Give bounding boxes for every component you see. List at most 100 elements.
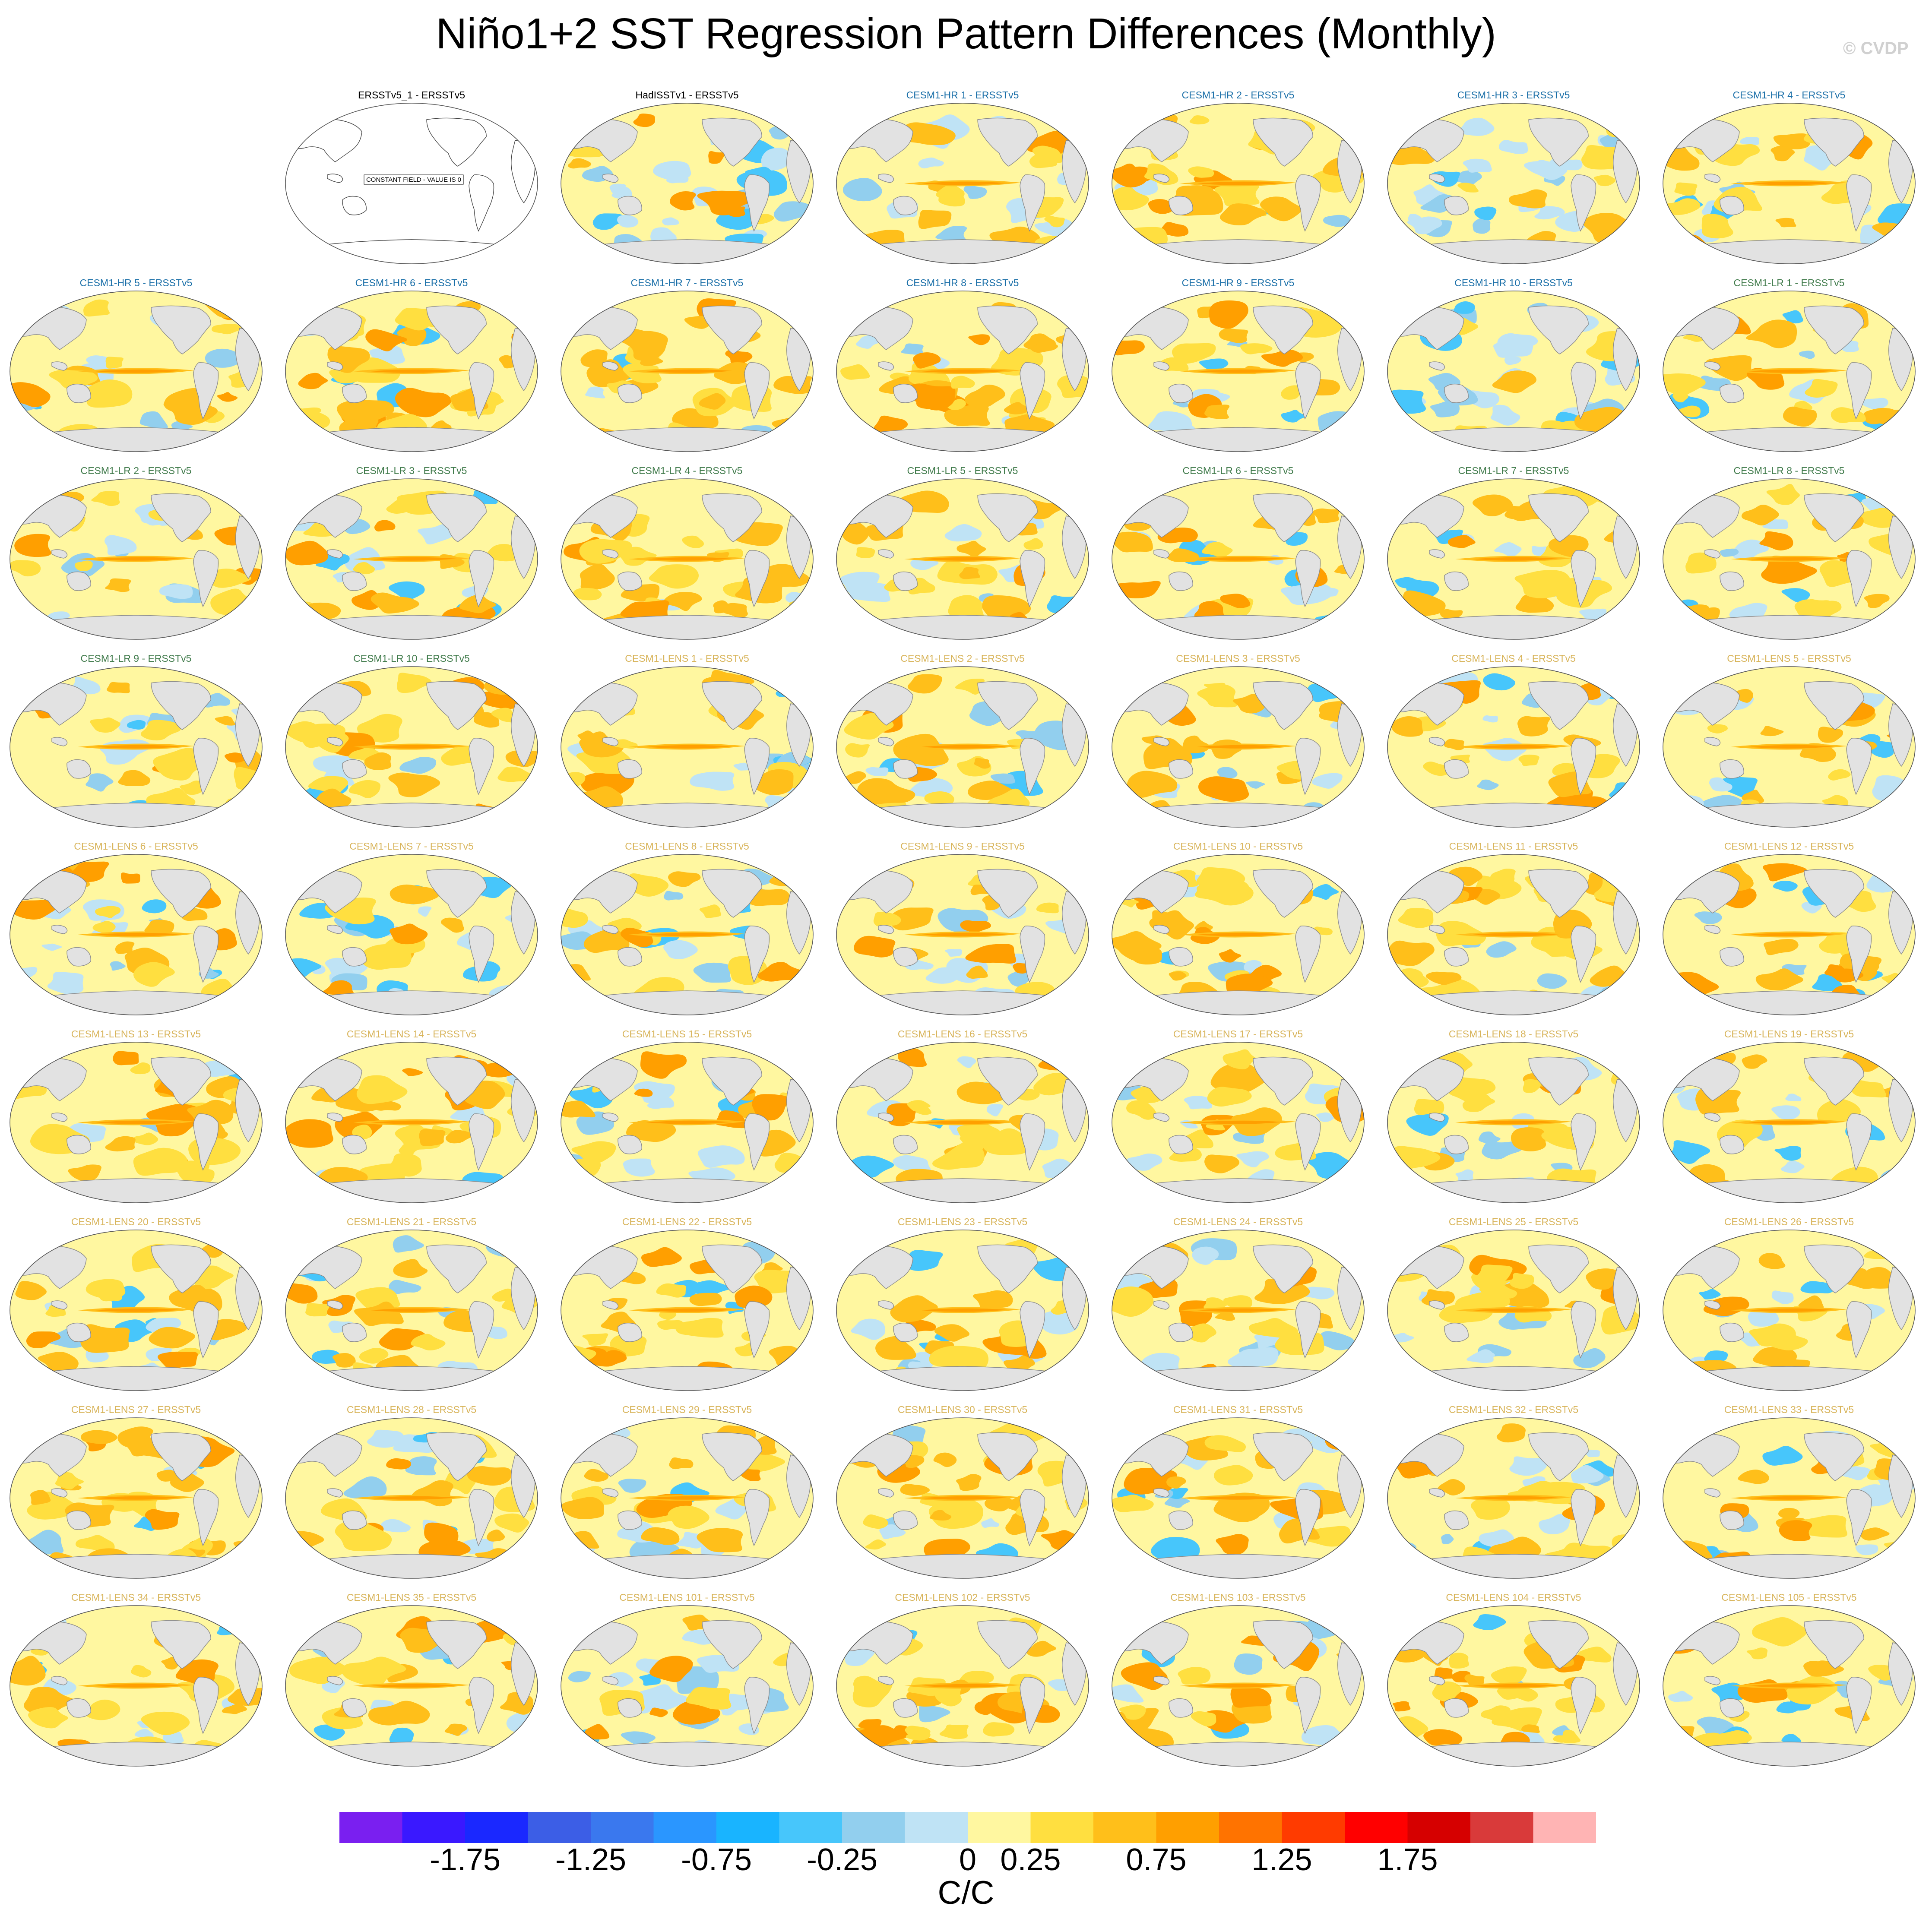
panel-title: CESM1-LENS 8 - ERSSTv5 [625, 841, 749, 852]
world-map [1387, 1605, 1640, 1767]
map-border [836, 478, 1089, 640]
greenland-landmass [1596, 865, 1611, 877]
positive-anomaly-region [1220, 594, 1251, 608]
positive-anomaly-region [1044, 216, 1065, 228]
positive-anomaly-region [853, 1675, 881, 1694]
australia-landmass [1720, 571, 1744, 591]
positive-anomaly-region [714, 362, 749, 384]
maritime-continent-landmass [327, 549, 343, 559]
australia-landmass [67, 1322, 91, 1342]
map-panel: CESM1-LENS 16 - ERSSTv5 [831, 1027, 1094, 1209]
australia-landmass [618, 1510, 642, 1530]
negative-anomaly-region [1534, 206, 1565, 220]
positive-anomaly-region [735, 1285, 773, 1308]
equatorial-warm-core [1748, 1684, 1834, 1688]
positive-anomaly-region [92, 921, 116, 933]
positive-anomaly-region [374, 520, 396, 532]
equatorial-warm-core [95, 369, 181, 373]
positive-anomaly-region [1561, 1730, 1581, 1744]
positive-anomaly-region [669, 191, 696, 211]
positive-anomaly-region [936, 184, 965, 201]
australia-landmass [342, 1510, 367, 1530]
positive-anomaly-region [1741, 504, 1779, 526]
equatorial-warm-core [922, 369, 1008, 373]
positive-anomaly-region [1755, 968, 1804, 991]
greenland-landmass [770, 1053, 785, 1065]
south-america-landmass [1571, 1113, 1596, 1171]
north-america-landmass [977, 1244, 1038, 1293]
panel-title: CESM1-LENS 13 - ERSSTv5 [71, 1028, 201, 1040]
positive-anomaly-region [28, 1707, 68, 1729]
positive-anomaly-region [1233, 694, 1266, 714]
equatorial-warm-core [1197, 1120, 1283, 1124]
south-america-landmass [1846, 362, 1872, 420]
world-map [1387, 103, 1640, 264]
map-border [10, 1230, 263, 1391]
positive-anomaly-region [1169, 971, 1187, 981]
colorbar-tick-label: 1.75 [1377, 1843, 1438, 1877]
panel-title: CESM1-LENS 18 - ERSSTv5 [1448, 1028, 1579, 1040]
australia-landmass [1444, 196, 1469, 215]
maritime-continent-landmass [1429, 174, 1445, 183]
greenland-landmass [1045, 677, 1060, 689]
equatorial-warm-core [1473, 745, 1559, 749]
north-america-landmass [702, 681, 762, 730]
map-panel: CESM1-HR 10 - ERSSTv5 [1382, 276, 1645, 458]
panel-title: CESM1-LR 1 - ERSSTv5 [1733, 277, 1845, 288]
positive-anomaly-region [1312, 508, 1340, 524]
map-border [10, 1042, 263, 1203]
positive-anomaly-region [1219, 949, 1242, 963]
negative-anomaly-region [981, 1518, 1000, 1528]
world-map [1387, 666, 1640, 828]
maritime-continent-landmass [1429, 549, 1445, 559]
negative-anomaly-region [1323, 215, 1351, 227]
negative-anomaly-region [41, 943, 62, 951]
maritime-continent-landmass [1153, 549, 1170, 559]
negative-anomaly-region [1458, 117, 1495, 136]
world-map [836, 854, 1089, 1015]
positive-anomaly-region [305, 1303, 330, 1317]
maritime-continent-landmass [1704, 361, 1721, 371]
map-border [10, 291, 263, 452]
positive-anomaly-region [984, 1496, 1014, 1511]
positive-anomaly-region [386, 1458, 412, 1470]
positive-anomaly-region [983, 1128, 1027, 1155]
map-border [561, 854, 814, 1015]
maritime-continent-landmass [1429, 1488, 1445, 1498]
greenland-landmass [1045, 1616, 1060, 1628]
positive-anomaly-region [1159, 222, 1189, 237]
map-border [1663, 1230, 1916, 1391]
positive-anomaly-region [1423, 1729, 1463, 1746]
positive-anomaly-region [1706, 355, 1752, 381]
positive-anomaly-region [1746, 1647, 1768, 1660]
north-america-landmass [151, 1432, 211, 1481]
north-america-landmass [1528, 1056, 1589, 1106]
map-border [1112, 103, 1365, 264]
south-america-landmass [744, 1489, 770, 1546]
greenland-landmass [1596, 489, 1611, 502]
panel-title: CESM1-LENS 5 - ERSSTv5 [1727, 653, 1851, 664]
australia-landmass [1444, 1322, 1469, 1342]
greenland-landmass [1872, 677, 1887, 689]
positive-anomaly-region [1515, 593, 1554, 613]
maritime-continent-landmass [602, 925, 619, 934]
colorbar-tick-label: 0.25 [1000, 1843, 1061, 1877]
positive-anomaly-region [1514, 570, 1571, 598]
equatorial-warm-core [1748, 557, 1834, 561]
positive-anomaly-region [1414, 1099, 1444, 1115]
positive-anomaly-region [1752, 1617, 1807, 1647]
negative-anomaly-region [1334, 1356, 1364, 1376]
maritime-continent-landmass [327, 1488, 343, 1498]
positive-anomaly-region [141, 1711, 190, 1735]
negative-anomaly-region [159, 584, 193, 599]
north-america-landmass [702, 1056, 762, 1106]
negative-anomaly-region [945, 949, 962, 957]
maritime-continent-landmass [878, 1113, 894, 1122]
positive-anomaly-region [663, 592, 702, 611]
positive-anomaly-region [972, 1290, 1013, 1310]
world-map [10, 1605, 263, 1767]
positive-anomaly-region [1197, 882, 1254, 902]
negative-anomaly-region [1430, 401, 1460, 417]
positive-anomaly-region [1674, 182, 1698, 196]
positive-anomaly-region [217, 392, 238, 402]
